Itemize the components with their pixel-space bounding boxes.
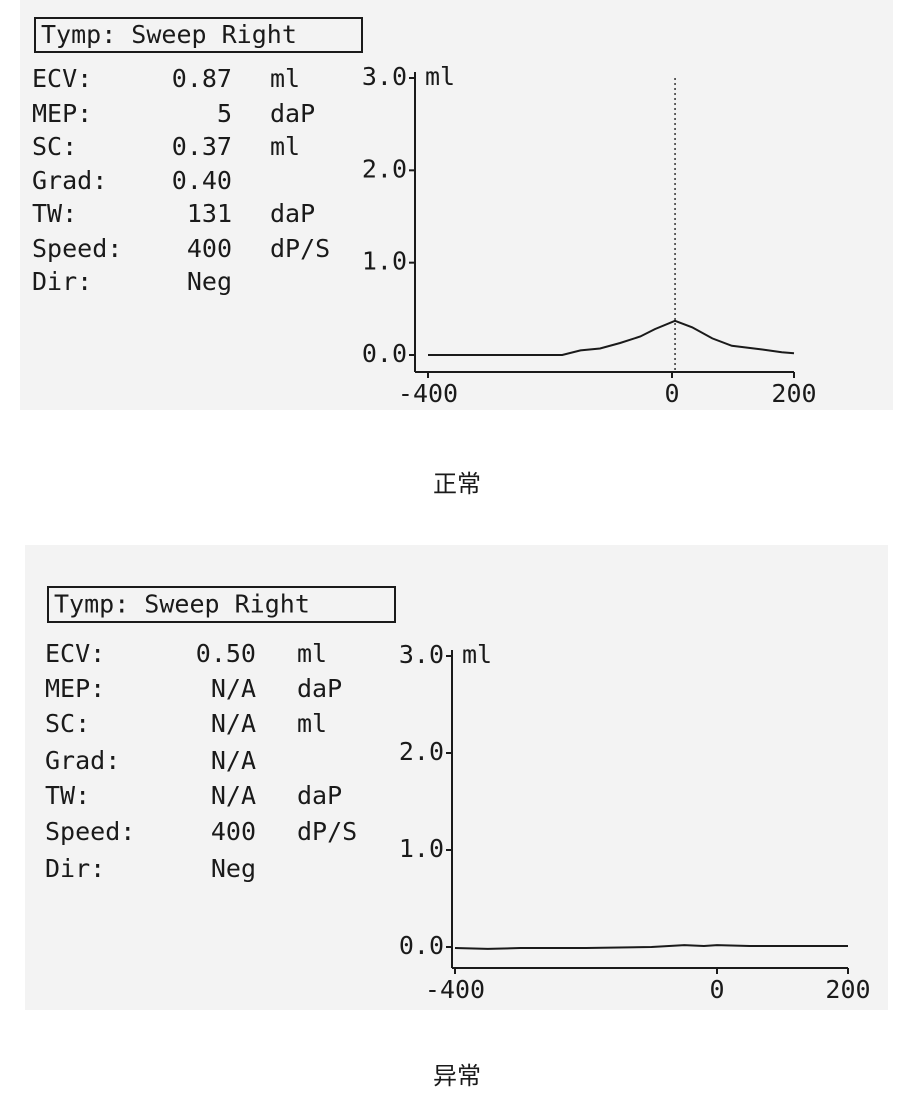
param-label: Speed: xyxy=(32,234,122,263)
y-tick-label: 1.0 xyxy=(362,247,407,276)
param-unit: ml xyxy=(297,709,327,738)
x-tick-label: 0 xyxy=(709,975,724,1004)
param-value: 0.87 xyxy=(172,64,232,93)
param-value: N/A xyxy=(211,709,256,738)
param-unit: daP xyxy=(297,781,342,810)
param-value: 400 xyxy=(211,817,256,846)
title-box xyxy=(47,586,396,623)
param-label: TW: xyxy=(32,199,77,228)
param-label: Grad: xyxy=(45,746,120,775)
param-unit: ml xyxy=(297,639,327,668)
tympanogram-curve xyxy=(428,319,795,356)
param-label: Dir: xyxy=(45,854,105,883)
y-tick-label: 3.0 xyxy=(399,640,444,669)
x-tick-label: -400 xyxy=(398,379,458,408)
param-label: Dir: xyxy=(32,267,92,296)
title-box xyxy=(34,17,363,53)
printout: Tymp: Sweep Right ECV: 0.50 ml MEP: N/A daP SC:… xyxy=(25,545,888,1090)
y-tick-label: 2.0 xyxy=(399,737,444,766)
title: Tymp: Sweep Right xyxy=(41,20,297,49)
param-unit: daP xyxy=(270,99,315,128)
title: Tymp: Sweep Right xyxy=(54,590,310,619)
param-value: 400 xyxy=(187,234,232,263)
y-tick-label: 2.0 xyxy=(362,154,407,183)
param-value: 0.40 xyxy=(172,166,232,195)
x-tick-label: -400 xyxy=(425,975,485,1004)
param-value: N/A xyxy=(211,781,256,810)
param-label: TW: xyxy=(45,781,90,810)
param-unit: daP xyxy=(270,199,315,228)
param-value: N/A xyxy=(211,674,256,703)
x-tick-label: 0 xyxy=(664,379,679,408)
param-label: Grad: xyxy=(32,166,107,195)
param-value: Neg xyxy=(187,267,232,296)
y-tick-label: 0.0 xyxy=(399,931,444,960)
y-tick-label: 0.0 xyxy=(362,339,407,368)
x-tick-label: 200 xyxy=(825,975,870,1004)
param-label: MEP: xyxy=(45,674,105,703)
param-unit: daP xyxy=(297,674,342,703)
y-axis-unit: ml xyxy=(462,640,492,669)
caption: 异常 xyxy=(433,1062,481,1090)
param-label: ECV: xyxy=(32,64,92,93)
caption: 正常 xyxy=(433,470,481,498)
printout: Tymp: Sweep Right ECV: 0.87 ml MEP: 5 daP SC: 0.… xyxy=(20,0,893,498)
param-label: ECV: xyxy=(45,639,105,668)
y-tick-label: 1.0 xyxy=(399,834,444,863)
printout-background xyxy=(20,0,893,410)
param-value: 0.50 xyxy=(196,639,256,668)
param-value: 0.37 xyxy=(172,132,232,161)
param-value: N/A xyxy=(211,746,256,775)
param-label: MEP: xyxy=(32,99,92,128)
tympanogram-curve xyxy=(454,944,848,950)
x-tick-label: 200 xyxy=(771,379,816,408)
param-unit: dP/S xyxy=(297,817,357,846)
y-tick-label: 3.0 xyxy=(362,62,407,91)
param-unit: ml xyxy=(270,132,300,161)
param-label: SC: xyxy=(45,709,90,738)
param-value: Neg xyxy=(211,854,256,883)
param-label: Speed: xyxy=(45,817,135,846)
param-label: SC: xyxy=(32,132,77,161)
param-value: 131 xyxy=(187,199,232,228)
y-axis-unit: ml xyxy=(425,62,455,91)
param-unit: dP/S xyxy=(270,234,330,263)
param-unit: ml xyxy=(270,64,300,93)
param-value: 5 xyxy=(217,99,232,128)
